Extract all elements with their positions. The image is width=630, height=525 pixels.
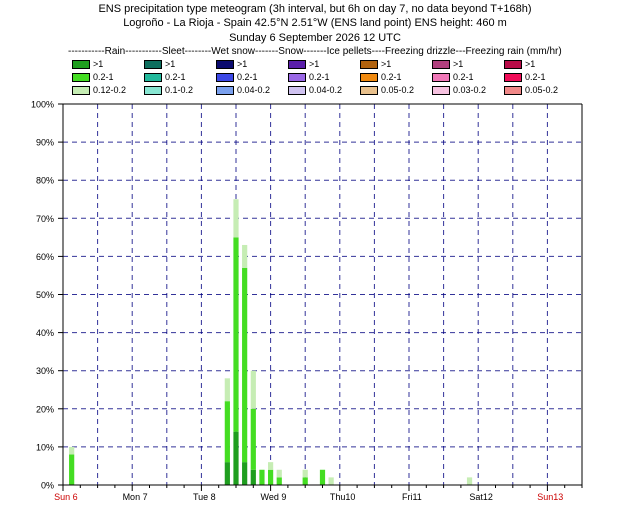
legend-label: >1 [525,59,536,69]
y-tick-label: 30% [36,366,54,376]
legend-label: 0.05-0.2 [525,85,559,95]
legend-swatch [144,86,162,95]
y-tick-label: 60% [36,252,54,262]
y-tick-label: 70% [36,214,54,224]
bar-segment [224,462,230,485]
x-day-label: Sun13 [537,492,563,502]
bar-segment [302,477,308,485]
legend-label: 0.2-1 [381,72,402,82]
bar-segment [69,454,75,485]
bar-segment [276,469,282,478]
x-day-label: Sun 6 [54,492,78,502]
legend-label: 0.2-1 [453,72,474,82]
legend-swatch [72,73,90,82]
legend-label: 0.04-0.2 [309,85,343,95]
legend-label: >1 [237,59,248,69]
x-day-label: Mon 7 [123,492,148,502]
legend-swatch [144,60,162,69]
bar-segment [242,462,248,485]
legend-label: 0.04-0.2 [237,85,271,95]
legend-label: 0.2-1 [309,72,330,82]
bar-segment [233,199,239,238]
bar-segment [319,469,326,485]
x-day-label: Tue 8 [193,492,216,502]
bar-segment [328,477,334,485]
legend-label: >1 [381,59,392,69]
bar-segment [276,477,282,485]
bar-segment [242,267,248,463]
bar-segment [224,378,230,402]
bar-segment [224,401,230,463]
legend-label: 0.2-1 [525,72,546,82]
legend-swatch [432,60,450,69]
legend-swatch [288,86,306,95]
bar-segment [268,469,274,485]
x-day-label: Sat12 [469,492,493,502]
legend-swatch [504,73,522,82]
legend-swatch [144,73,162,82]
legend-swatch [360,60,378,69]
chart-location: Logroño - La Rioja - Spain 42.5°N 2.51°W… [123,17,507,29]
legend-swatch [360,86,378,95]
legend-swatch [432,86,450,95]
bar-segment [466,477,473,485]
bar-segment [242,244,248,268]
x-day-label: Wed 9 [261,492,287,502]
bar-segment [69,446,75,455]
bar-segment [302,469,308,478]
bar-segment [250,408,256,470]
y-tick-label: 20% [36,404,54,414]
legend-label: 0.03-0.2 [453,85,487,95]
legend-swatch [432,73,450,82]
legend-swatch [504,60,522,69]
legend-label: >1 [165,59,176,69]
legend-label: 0.05-0.2 [381,85,415,95]
legend-label: 0.12-0.2 [93,85,127,95]
legend-label: 0.2-1 [237,72,258,82]
legend-swatch [288,60,306,69]
bar-segment [268,462,274,470]
chart-date: Sunday 6 September 2026 12 UTC [229,32,401,44]
x-day-label: Thu10 [330,492,356,502]
legend-swatch [288,73,306,82]
legend-label: 0.2-1 [165,72,186,82]
legend-label: >1 [93,59,104,69]
legend-swatch [504,86,522,95]
legend-label: >1 [309,59,320,69]
bar-segment [233,237,239,432]
y-tick-label: 10% [36,442,54,452]
y-tick-label: 90% [36,138,54,148]
y-tick-label: 0% [41,481,54,491]
y-tick-label: 40% [36,328,54,338]
legend-swatch [216,86,234,95]
legend-swatch [72,86,90,95]
y-tick-label: 100% [31,100,54,110]
legend-header: -----------Rain-----------Sleet--------W… [68,46,562,57]
bar-segment [250,370,256,409]
bar-segment [233,431,239,485]
legend-label: >1 [453,59,464,69]
y-tick-label: 50% [36,290,54,300]
y-tick-label: 80% [36,176,54,186]
legend-swatch [216,60,234,69]
legend-label: 0.1-0.2 [165,85,194,95]
legend-label: 0.2-1 [93,72,114,82]
legend-swatch [360,73,378,82]
x-day-label: Fri11 [402,492,422,502]
chart-title: ENS precipitation type meteogram (3h int… [98,3,532,15]
bar-segment [259,469,265,485]
bar-segment [250,469,256,485]
legend-swatch [72,60,90,69]
legend-swatch [216,73,234,82]
